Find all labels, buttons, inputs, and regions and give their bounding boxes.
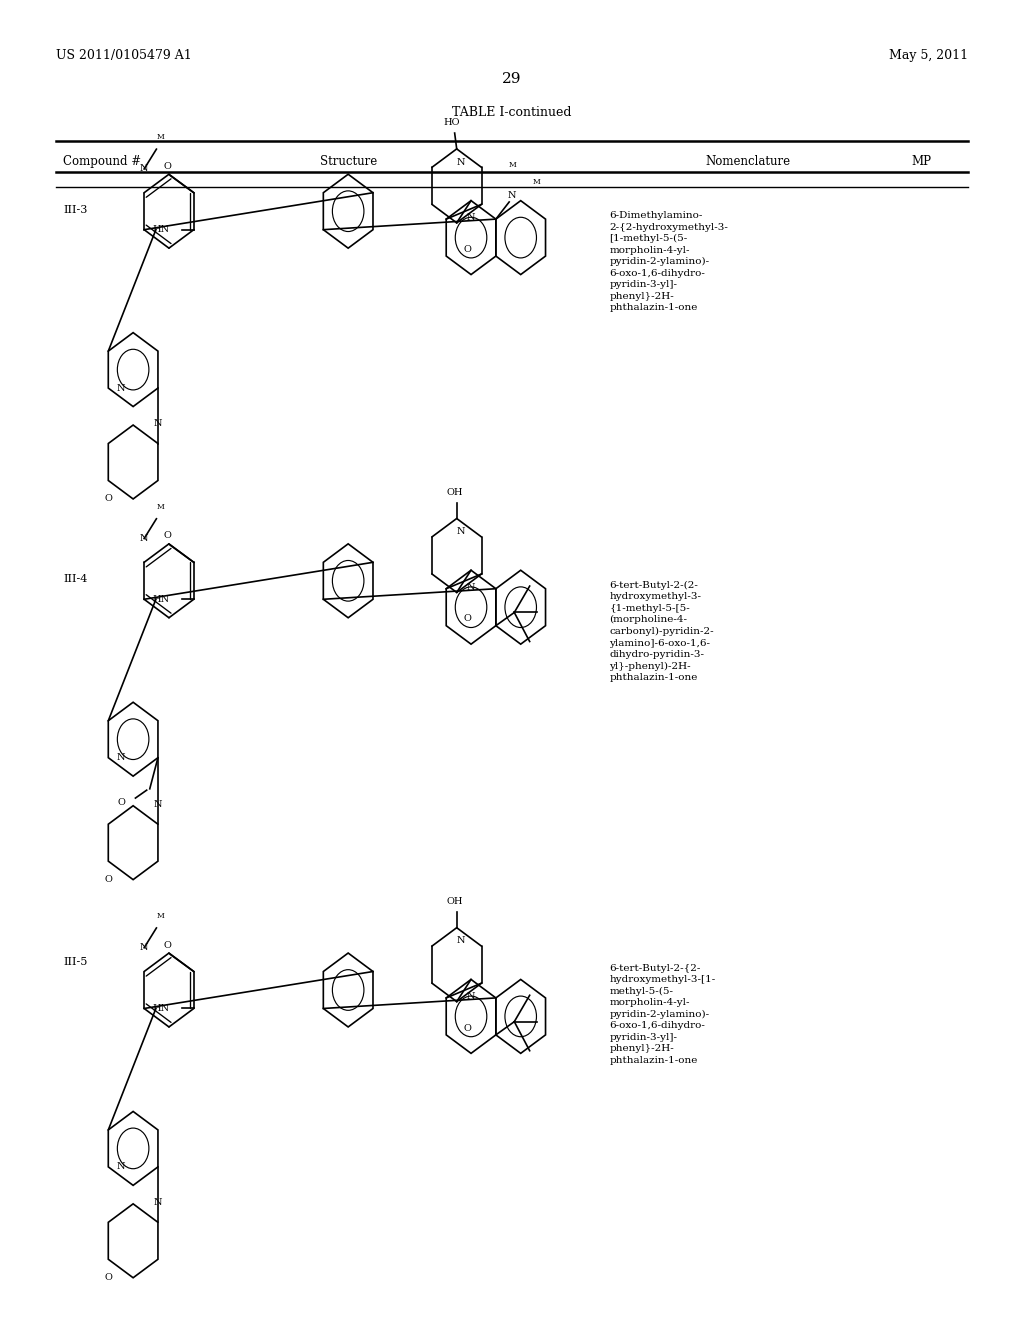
Text: N: N xyxy=(140,165,148,173)
Text: OH: OH xyxy=(446,487,463,496)
Text: O: O xyxy=(163,941,171,949)
Text: O: O xyxy=(463,244,471,253)
Text: N: N xyxy=(140,535,148,543)
Text: III-5: III-5 xyxy=(63,957,88,968)
Text: N: N xyxy=(117,754,125,762)
Text: III-4: III-4 xyxy=(63,574,88,585)
Text: O: O xyxy=(463,1023,471,1032)
Text: N: N xyxy=(467,213,475,222)
Text: 29: 29 xyxy=(502,73,522,86)
Text: N: N xyxy=(457,157,465,166)
Text: O: O xyxy=(463,614,471,623)
Text: O: O xyxy=(163,162,171,170)
Text: N: N xyxy=(154,800,162,809)
Text: OH: OH xyxy=(446,896,463,906)
Text: TABLE I-continued: TABLE I-continued xyxy=(453,106,571,119)
Text: M: M xyxy=(157,133,164,141)
Text: M: M xyxy=(508,161,516,169)
Text: N: N xyxy=(467,991,475,1001)
Text: N: N xyxy=(117,384,125,392)
Text: 6-tert-Butyl-2-(2-
hydroxymethyl-3-
{1-methyl-5-[5-
(morpholine-4-
carbonyl)-pyr: 6-tert-Butyl-2-(2- hydroxymethyl-3- {1-m… xyxy=(609,581,714,682)
Text: HN: HN xyxy=(153,595,169,603)
Text: MP: MP xyxy=(911,154,932,168)
Text: HN: HN xyxy=(153,226,169,234)
Text: Structure: Structure xyxy=(319,154,377,168)
Text: O: O xyxy=(163,532,171,540)
Text: 6-Dimethylamino-
2-{2-hydroxymethyl-3-
[1-methyl-5-(5-
morpholin-4-yl-
pyridin-2: 6-Dimethylamino- 2-{2-hydroxymethyl-3- [… xyxy=(609,211,728,312)
Text: N: N xyxy=(140,944,148,952)
Text: III-3: III-3 xyxy=(63,205,88,215)
Text: HO: HO xyxy=(443,117,460,127)
Text: M: M xyxy=(157,503,164,511)
Text: N: N xyxy=(457,936,465,945)
Text: O: O xyxy=(104,1274,113,1282)
Text: Compound #: Compound # xyxy=(63,154,141,168)
Text: M: M xyxy=(157,912,164,920)
Text: N: N xyxy=(154,420,162,428)
Text: N: N xyxy=(117,1163,125,1171)
Text: 6-tert-Butyl-2-{2-
hydroxymethyl-3-[1-
methyl-5-(5-
morpholin-4-yl-
pyridin-2-yl: 6-tert-Butyl-2-{2- hydroxymethyl-3-[1- m… xyxy=(609,964,716,1064)
Text: O: O xyxy=(104,495,113,503)
Text: US 2011/0105479 A1: US 2011/0105479 A1 xyxy=(56,49,193,62)
Text: N: N xyxy=(154,1199,162,1206)
Text: M: M xyxy=(532,178,541,186)
Text: N: N xyxy=(457,527,465,536)
Text: O: O xyxy=(104,875,113,884)
Text: May 5, 2011: May 5, 2011 xyxy=(889,49,968,62)
Text: N: N xyxy=(508,191,516,199)
Text: N: N xyxy=(467,582,475,591)
Text: HN: HN xyxy=(153,1005,169,1012)
Text: Nomenclature: Nomenclature xyxy=(705,154,791,168)
Text: O: O xyxy=(117,797,125,807)
